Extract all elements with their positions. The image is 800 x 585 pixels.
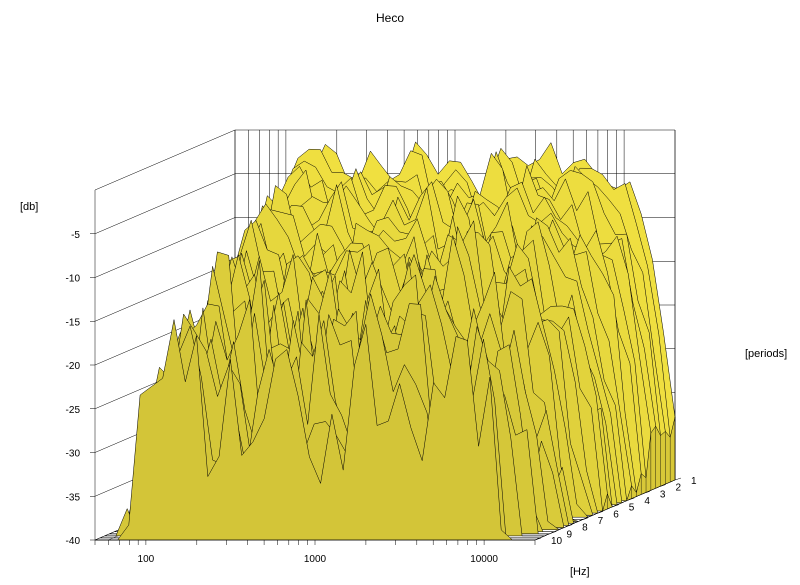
z-tick: -20 bbox=[66, 361, 81, 372]
x-tick: 10000 bbox=[470, 554, 498, 565]
z-tick: -5 bbox=[71, 230, 80, 241]
x-tick: 100 bbox=[138, 554, 155, 565]
z-tick: -10 bbox=[66, 274, 81, 285]
z-tick: -25 bbox=[66, 405, 81, 416]
chart-svg: -40 -35 -30 -25 -20 -15 -10 -5 100 1000 10000 12345… bbox=[0, 0, 800, 585]
y-tick: 8 bbox=[582, 523, 588, 534]
z-axis-label: [db] bbox=[20, 201, 38, 213]
z-tick: -40 bbox=[66, 536, 81, 547]
z-tick: -15 bbox=[66, 317, 81, 328]
y-tick: 1 bbox=[691, 476, 697, 487]
y-tick: 7 bbox=[598, 516, 604, 527]
y-tick: 10 bbox=[551, 536, 563, 547]
y-tick: 9 bbox=[567, 529, 573, 540]
chart-title: Heco bbox=[376, 11, 404, 25]
y-tick: 2 bbox=[675, 483, 681, 494]
y-tick: 6 bbox=[613, 509, 619, 520]
z-tick: -30 bbox=[66, 449, 81, 460]
y-axis-label: [periods] bbox=[745, 348, 787, 360]
z-tick: -35 bbox=[66, 492, 81, 503]
y-tick: 5 bbox=[629, 503, 635, 514]
x-tick: 1000 bbox=[304, 554, 327, 565]
y-tick: 4 bbox=[644, 496, 650, 507]
waterfall-chart: -40 -35 -30 -25 -20 -15 -10 -5 100 1000 10000 12345… bbox=[0, 0, 800, 585]
y-tick: 3 bbox=[660, 489, 666, 500]
x-axis-label: [Hz] bbox=[570, 566, 590, 578]
